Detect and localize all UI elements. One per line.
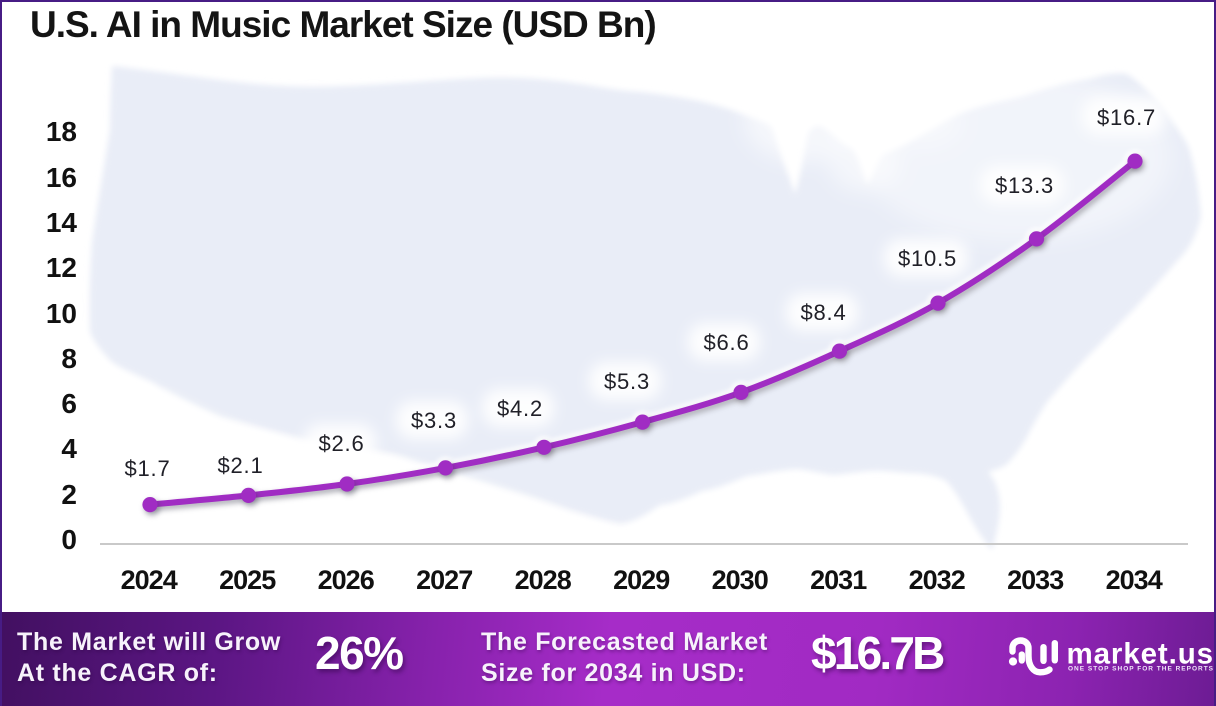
svg-text:ONE STOP SHOP FOR THE REPORTS: ONE STOP SHOP FOR THE REPORTS xyxy=(1068,666,1214,673)
svg-text:market.us: market.us xyxy=(1067,638,1214,671)
